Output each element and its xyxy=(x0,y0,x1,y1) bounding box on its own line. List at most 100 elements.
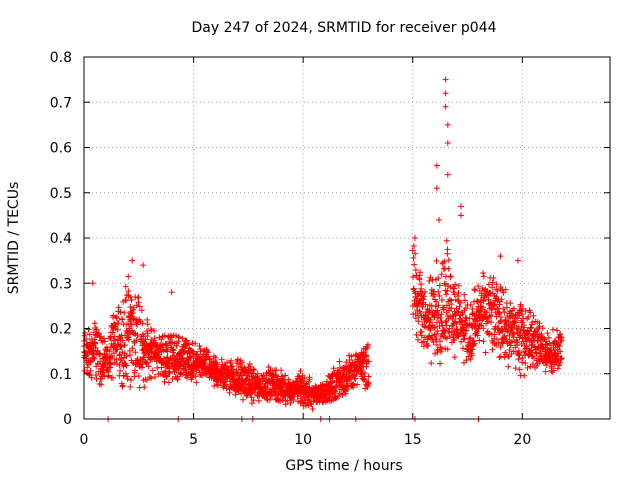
data-point xyxy=(234,356,241,363)
data-point xyxy=(416,297,423,304)
data-point xyxy=(297,368,304,375)
data-point xyxy=(412,250,419,257)
data-point xyxy=(265,364,272,370)
data-point xyxy=(343,359,350,366)
data-point xyxy=(250,397,257,404)
data-point xyxy=(414,336,421,343)
data-point xyxy=(226,378,233,385)
data-point xyxy=(454,333,461,340)
data-point xyxy=(521,349,528,356)
data-point xyxy=(133,337,140,344)
data-point xyxy=(506,332,513,339)
y-tick-label: 0.7 xyxy=(50,95,72,111)
data-points xyxy=(80,76,565,422)
data-point xyxy=(139,364,146,371)
data-point xyxy=(435,288,442,295)
data-point xyxy=(351,375,358,382)
data-point xyxy=(444,283,451,290)
data-point xyxy=(281,377,288,384)
data-point xyxy=(516,366,523,373)
data-point xyxy=(489,346,496,353)
data-point xyxy=(455,282,462,289)
data-point xyxy=(306,397,313,404)
data-point xyxy=(549,369,556,376)
data-point xyxy=(491,331,498,338)
data-point xyxy=(513,319,520,326)
data-point xyxy=(421,293,428,300)
data-point xyxy=(455,289,462,296)
data-point xyxy=(539,325,546,332)
data-point xyxy=(140,262,147,269)
data-point xyxy=(109,374,116,381)
data-point xyxy=(266,396,273,403)
data-point xyxy=(484,318,491,325)
data-point xyxy=(119,382,126,389)
data-point xyxy=(142,336,149,343)
data-point xyxy=(489,279,496,286)
data-point xyxy=(178,371,185,378)
data-point xyxy=(433,298,440,305)
data-point xyxy=(113,313,120,320)
data-point xyxy=(519,359,526,366)
data-point xyxy=(118,355,125,362)
data-point xyxy=(438,311,445,318)
data-point xyxy=(113,356,120,363)
data-point xyxy=(480,297,487,304)
data-point xyxy=(221,378,228,385)
data-point xyxy=(434,307,441,314)
data-point xyxy=(254,370,261,377)
data-point xyxy=(455,333,462,340)
data-point xyxy=(505,318,512,325)
data-point xyxy=(431,323,438,330)
data-point xyxy=(124,375,131,382)
data-point xyxy=(172,366,179,373)
data-point xyxy=(114,326,121,333)
data-point xyxy=(424,342,431,349)
data-point xyxy=(418,285,425,292)
data-point xyxy=(516,312,523,319)
x-tick-label: 5 xyxy=(189,432,198,448)
data-point xyxy=(127,303,134,310)
data-point xyxy=(500,305,507,312)
data-point xyxy=(471,286,478,293)
data-point xyxy=(196,343,203,350)
data-point xyxy=(205,349,212,356)
data-point xyxy=(365,373,372,380)
data-point xyxy=(430,339,437,346)
data-point xyxy=(129,257,136,264)
data-point xyxy=(250,366,257,373)
data-point xyxy=(435,302,442,309)
data-point xyxy=(170,347,177,354)
data-point xyxy=(206,356,213,363)
data-point xyxy=(121,342,128,349)
data-point xyxy=(442,90,449,97)
data-point xyxy=(223,385,230,392)
data-point xyxy=(480,270,487,277)
data-point xyxy=(228,357,235,364)
data-point xyxy=(455,308,462,315)
data-point xyxy=(506,347,513,354)
data-point xyxy=(514,338,521,345)
data-point xyxy=(496,309,503,316)
data-point xyxy=(306,376,313,383)
data-point xyxy=(413,331,420,338)
data-point xyxy=(490,275,497,282)
y-tick-label: 0.8 xyxy=(50,50,72,66)
data-point xyxy=(428,360,435,367)
data-point xyxy=(421,288,428,295)
data-point xyxy=(471,323,478,330)
data-point xyxy=(287,400,294,407)
data-point xyxy=(202,360,209,367)
data-point xyxy=(525,314,532,321)
data-point xyxy=(365,380,372,387)
data-point xyxy=(445,328,452,335)
data-point xyxy=(144,321,151,328)
data-point xyxy=(454,309,461,316)
x-tick-label: 0 xyxy=(80,432,89,448)
data-point xyxy=(151,374,158,381)
data-point xyxy=(442,76,449,83)
data-point xyxy=(535,337,542,344)
data-point xyxy=(240,396,247,403)
data-point xyxy=(363,353,370,360)
